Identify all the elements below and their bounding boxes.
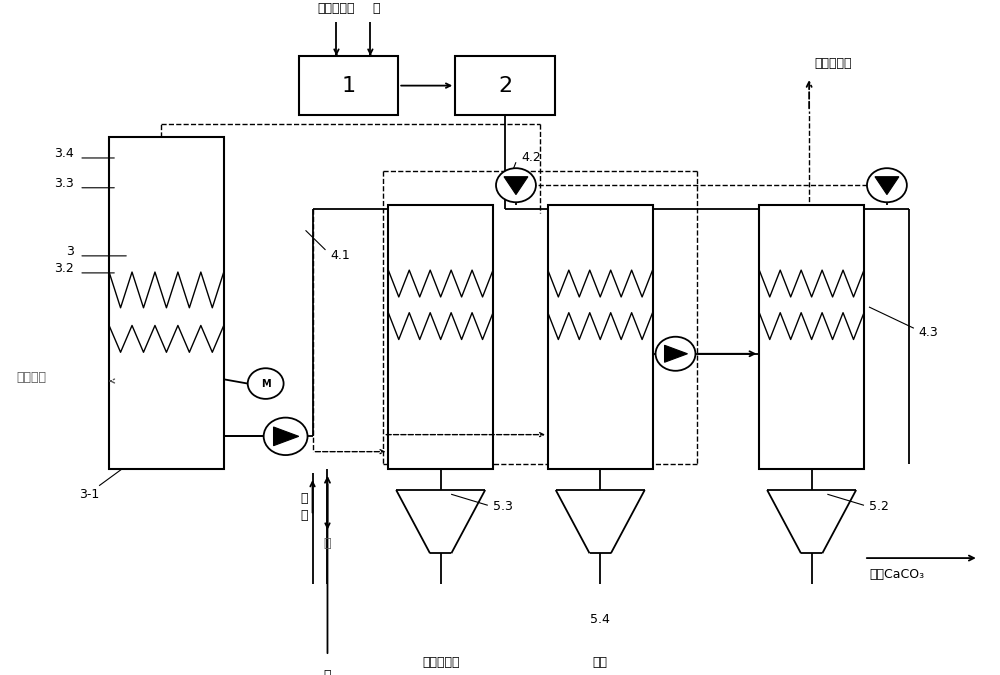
Text: 1: 1	[341, 76, 355, 96]
Text: 2: 2	[498, 76, 512, 96]
Circle shape	[496, 168, 536, 202]
Text: 待处理废水: 待处理废水	[422, 656, 459, 669]
Text: 5.2: 5.2	[869, 500, 889, 514]
Text: 外: 外	[300, 492, 308, 505]
Text: M: M	[261, 379, 270, 389]
Circle shape	[264, 418, 308, 455]
Polygon shape	[875, 177, 899, 194]
Circle shape	[656, 337, 695, 371]
Bar	[388, 205, 493, 468]
Text: 电石渣粉末: 电石渣粉末	[318, 2, 355, 15]
Text: 水: 水	[324, 669, 331, 675]
Bar	[455, 56, 555, 115]
Text: 净化后气体: 净化后气体	[814, 57, 852, 70]
Polygon shape	[665, 345, 687, 362]
Text: 脱硝废气: 脱硝废气	[16, 371, 46, 384]
Text: 3.3: 3.3	[54, 177, 74, 190]
Text: 4.2: 4.2	[521, 151, 541, 165]
Circle shape	[248, 369, 284, 399]
Text: 3-1: 3-1	[79, 488, 99, 501]
Bar	[548, 205, 653, 468]
Text: 3.2: 3.2	[54, 262, 74, 275]
Text: 4.3: 4.3	[919, 326, 939, 339]
Text: 水: 水	[372, 2, 380, 15]
Text: 3: 3	[66, 245, 74, 258]
Text: 水: 水	[324, 537, 331, 550]
Bar	[299, 56, 398, 115]
Text: 4.1: 4.1	[330, 249, 350, 263]
Text: 产物CaCO₃: 产物CaCO₃	[869, 568, 924, 581]
Text: 排: 排	[300, 509, 308, 522]
Text: 3.4: 3.4	[54, 147, 74, 160]
Polygon shape	[504, 177, 528, 194]
Polygon shape	[274, 427, 299, 446]
Text: 5.3: 5.3	[493, 500, 513, 514]
Bar	[759, 205, 864, 468]
Bar	[109, 137, 224, 468]
Circle shape	[867, 168, 907, 202]
Text: 5.4: 5.4	[590, 614, 610, 626]
Text: 外排: 外排	[593, 656, 608, 669]
